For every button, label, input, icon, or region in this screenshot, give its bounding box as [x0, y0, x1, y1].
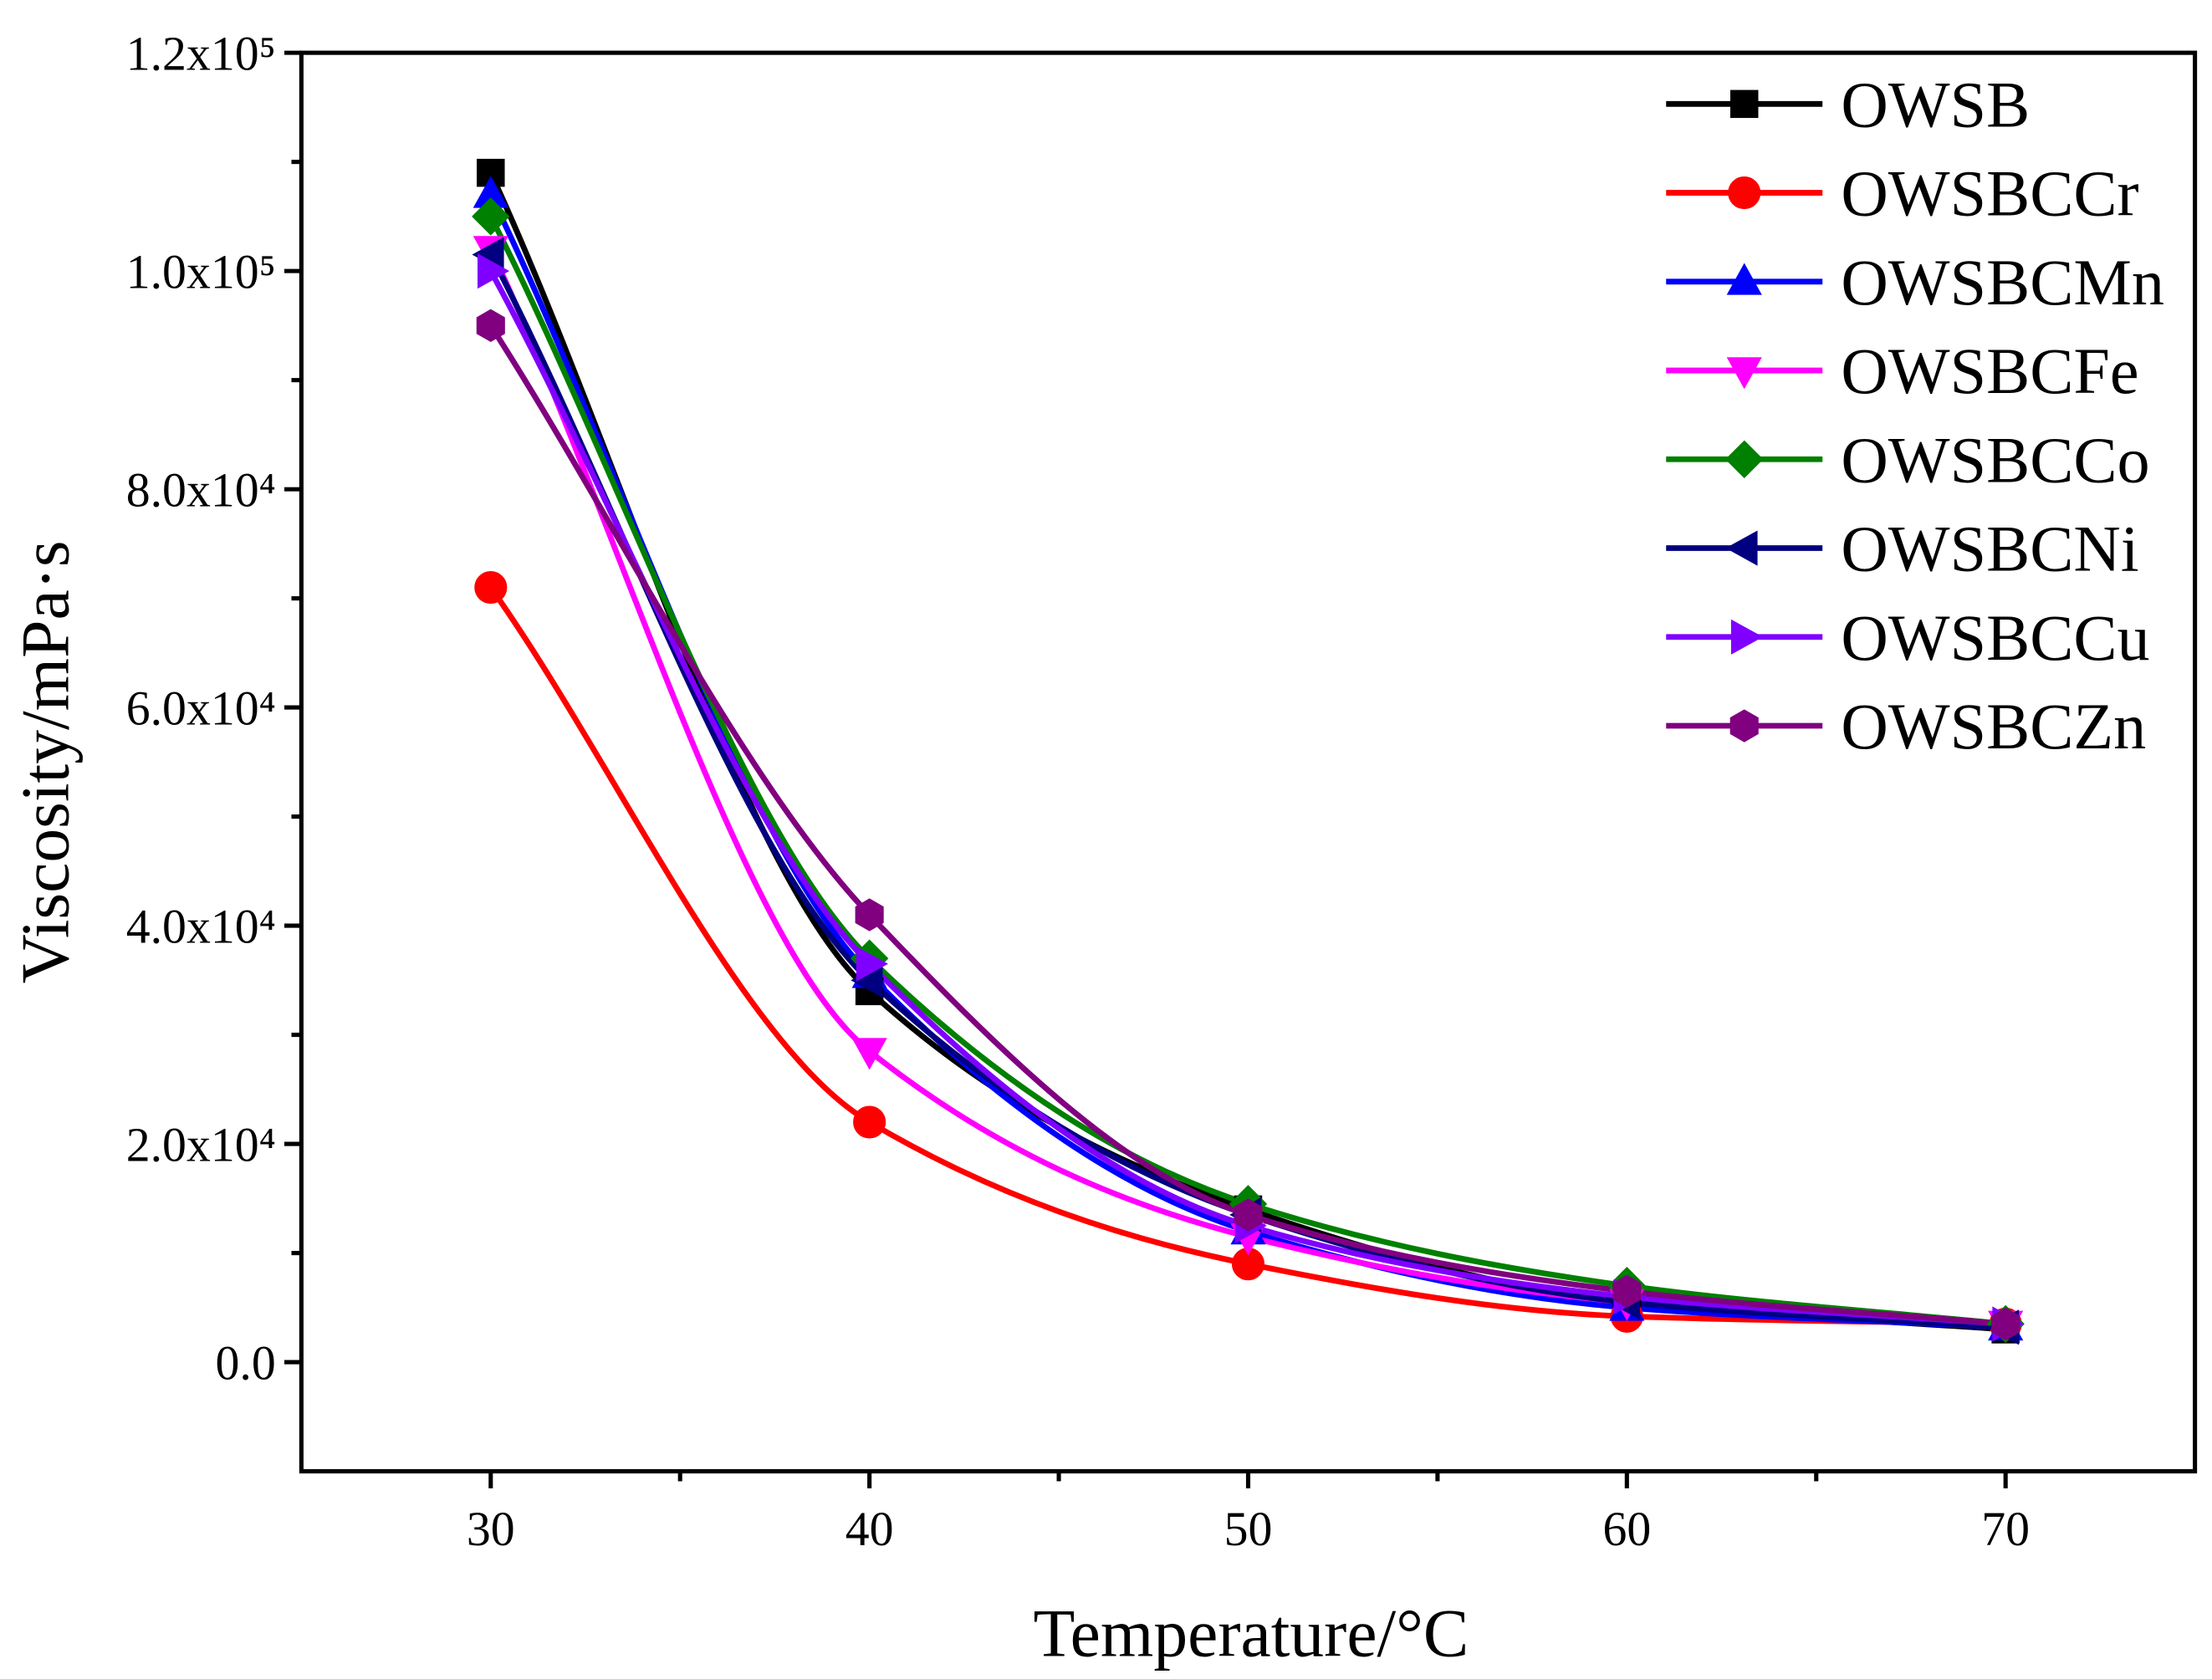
x-tick-label: 30 [467, 1503, 515, 1556]
x-tick-label: 50 [1224, 1503, 1273, 1556]
series-line [488, 171, 2006, 1333]
marker [1729, 89, 1759, 119]
marker [1725, 530, 1758, 566]
marker [1726, 263, 1762, 295]
legend-label: OWSBCFe [1841, 334, 2138, 407]
y-axis-title: Viscosity/mPa·s [8, 540, 84, 983]
legend-label: OWSBCNi [1841, 513, 2138, 585]
marker [855, 898, 884, 931]
marker [1729, 709, 1759, 743]
legend-label: OWSB [1841, 69, 2030, 141]
marker [474, 571, 508, 605]
marker [853, 1105, 886, 1139]
y-tick-label: 1.0x10⁵ [126, 246, 276, 299]
x-axis-title: Temperature/°C [1034, 1595, 1469, 1671]
marker [851, 1038, 887, 1070]
y-tick-label: 1.2x10⁵ [126, 28, 276, 81]
series-line [488, 585, 2006, 1327]
x-tick-label: 70 [1981, 1503, 2030, 1556]
series-line [488, 193, 2006, 1330]
series-line [488, 269, 2006, 1327]
x-tick-label: 40 [845, 1503, 894, 1556]
y-tick-label: 8.0x10⁴ [126, 464, 276, 518]
series-line [488, 215, 2006, 1327]
marker [1991, 1307, 2020, 1341]
legend-label: OWSBCCo [1841, 423, 2149, 496]
marker [1726, 357, 1762, 390]
x-tick-label: 60 [1602, 1503, 1651, 1556]
y-tick-label: 0.0 [216, 1336, 276, 1390]
y-tick-label: 6.0x10⁴ [126, 682, 276, 736]
marker [476, 309, 505, 343]
marker [472, 197, 510, 236]
marker [1730, 619, 1764, 655]
y-tick-label: 2.0x10⁴ [126, 1118, 276, 1171]
legend-label: OWSBCCu [1841, 601, 2149, 674]
series-line [488, 253, 2006, 1330]
marker [1728, 176, 1761, 210]
y-tick-label: 4.0x10⁴ [126, 901, 276, 954]
legend-label: OWSBCZn [1841, 690, 2146, 763]
series-line [488, 248, 2006, 1327]
series-line [488, 324, 2006, 1327]
marker [1725, 440, 1764, 478]
legend-label: OWSBCMn [1841, 246, 2164, 319]
marker [1234, 1198, 1263, 1232]
marker [856, 946, 888, 982]
marker [1612, 1274, 1642, 1308]
legend-label: OWSBCCr [1841, 157, 2138, 230]
marker [477, 253, 510, 289]
